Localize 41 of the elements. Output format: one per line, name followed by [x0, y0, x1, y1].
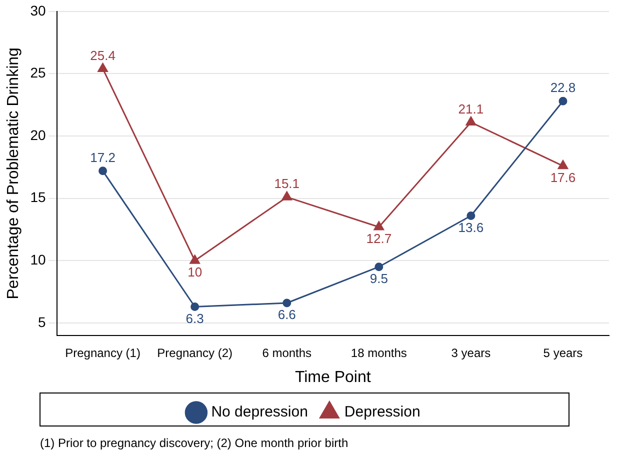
x-tick-label: 3 years [451, 346, 491, 360]
point [558, 160, 568, 170]
data-label: 17.2 [90, 150, 116, 165]
y-tick-label: 15 [30, 189, 46, 206]
point [282, 191, 292, 200]
x-tick-label: 5 years [543, 346, 583, 360]
point [98, 62, 108, 72]
x-axis-title: Time Point [294, 368, 372, 386]
x-tick-label: Pregnancy (1) [65, 346, 140, 360]
point [466, 212, 476, 220]
data-label: 21.1 [458, 101, 484, 116]
data-label: 13.6 [458, 220, 484, 235]
y-tick-label: 5 [38, 314, 46, 330]
data-label: 10 [188, 264, 202, 280]
data-label: 9.5 [370, 270, 388, 286]
point [282, 298, 292, 308]
y-tick-label: 30 [30, 2, 46, 18]
point [374, 262, 384, 272]
x-tick-label: Pregnancy (2) [157, 346, 233, 360]
x-tick-label: 6 months [262, 346, 312, 360]
y-tick-label: 20 [30, 126, 46, 143]
point [190, 302, 200, 311]
point [466, 116, 476, 126]
data-label: 22.8 [550, 80, 576, 96]
y-tick-label: 25 [30, 64, 46, 81]
data-label: 6.6 [278, 307, 296, 322]
legend-label: No depression [211, 404, 308, 421]
data-label: 12.7 [366, 231, 392, 246]
point [558, 96, 568, 106]
y-tick-label: 10 [30, 251, 46, 268]
point [190, 254, 200, 264]
point [374, 221, 384, 230]
legend-label: Depression [344, 404, 420, 421]
data-label: 15.1 [274, 176, 300, 192]
data-label: 25.4 [90, 48, 116, 63]
x-tick-label: 18 months [350, 346, 407, 360]
point [98, 166, 108, 176]
text: (1) Prior to pregnancy discovery; (2) One month prior birth [40, 436, 348, 450]
data-label: 6.3 [186, 310, 204, 326]
y-axis-title: Percentage of Problematic Drinking [5, 48, 22, 300]
data-label: 17.6 [550, 170, 576, 185]
